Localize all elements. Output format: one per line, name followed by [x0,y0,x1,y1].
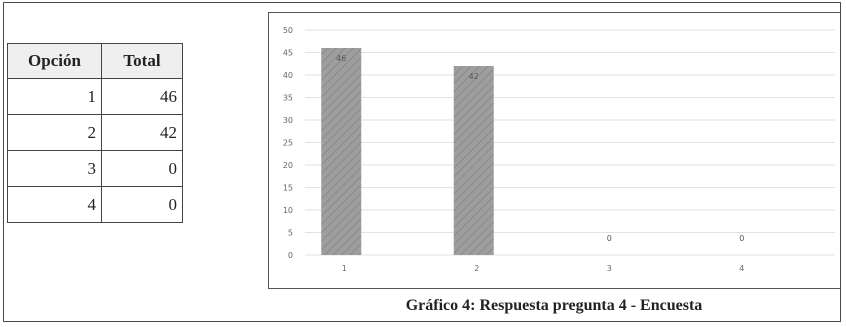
data-label: 42 [469,72,479,81]
bar [321,48,362,255]
bar [453,66,494,255]
data-label: 46 [336,54,346,63]
y-tick-label: 0 [288,251,293,260]
bar-chart: 0 5 10 15 20 25 30 35 40 45 50 46 1 42 2 0 3 0 4 [268,12,840,289]
y-tick-label: 50 [283,26,293,35]
table-header-row: Opción Total [7,43,183,79]
option-cell: 4 [7,186,102,223]
chart-caption: Gráfico 4: Respuesta pregunta 4 - Encues… [405,297,703,314]
options-table: Opción Total 1 46 2 42 3 0 4 0 [7,43,183,223]
table-row: 2 42 [7,114,183,151]
y-tick-label: 5 [288,229,293,238]
total-cell: 0 [101,150,183,187]
x-tick-label: 3 [607,264,612,273]
y-tick-label: 20 [283,161,293,170]
x-tick-label: 2 [474,264,479,273]
header-opcion: Opción [7,43,102,79]
x-tick-label: 4 [739,264,744,273]
table-row: 1 46 [7,78,183,115]
option-cell: 2 [7,114,102,151]
y-tick-label: 10 [283,206,293,215]
y-tick-label: 40 [283,71,293,80]
data-label: 0 [739,234,744,243]
y-tick-label: 35 [283,94,293,103]
data-label: 0 [607,234,612,243]
table-row: 4 0 [7,186,183,223]
option-cell: 3 [7,150,102,187]
header-total: Total [101,43,183,79]
y-tick-label: 25 [283,139,293,148]
total-cell: 46 [101,78,183,115]
figure-frame [3,2,841,322]
table-row: 3 0 [7,150,183,187]
option-cell: 1 [7,78,102,115]
total-cell: 0 [101,186,183,223]
y-tick-label: 15 [283,184,293,193]
x-tick-label: 1 [342,264,347,273]
total-cell: 42 [101,114,183,151]
y-tick-label: 30 [283,116,293,125]
y-tick-label: 45 [283,49,293,58]
